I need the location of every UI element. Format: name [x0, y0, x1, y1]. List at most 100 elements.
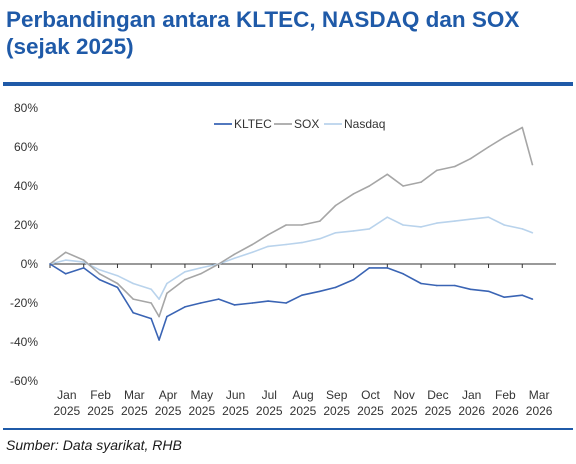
data-point-sox [386, 173, 389, 176]
data-point-nasdaq [285, 243, 287, 246]
x-tick-month: Mar [529, 388, 550, 402]
y-tick-label: 80% [14, 101, 38, 115]
x-tick-month: Oct [361, 388, 380, 402]
x-tick-month: Sep [326, 388, 348, 402]
legend: KLTEC SOX Nasdaq [214, 117, 385, 131]
data-point-kltec [301, 294, 303, 296]
data-point-kltec [267, 300, 269, 302]
data-point-nasdaq [82, 261, 85, 263]
data-point-sox [233, 253, 236, 256]
data-point-kltec [158, 339, 160, 341]
data-point-kltec [487, 290, 490, 293]
chart-title-line1: Perbandingan antara KLTEC, NASDAQ dan SO… [6, 7, 520, 32]
x-tick-year: 2025 [290, 404, 317, 418]
source-note: Sumber: Data syarikat, RHB [6, 437, 182, 453]
data-point-kltec [402, 273, 404, 275]
data-point-kltec [352, 278, 355, 281]
data-point-sox [251, 243, 254, 246]
data-point-sox [420, 181, 422, 183]
data-point-nasdaq [334, 232, 337, 234]
data-point-nasdaq [158, 298, 160, 300]
data-point-kltec [132, 312, 134, 314]
data-point-sox [98, 273, 101, 275]
data-point-nasdaq [521, 228, 524, 230]
data-point-nasdaq [503, 224, 506, 226]
data-point-nasdaq [150, 288, 152, 291]
x-tick-month: Feb [495, 388, 516, 402]
data-point-kltec [436, 284, 438, 287]
data-point-sox [521, 126, 524, 129]
data-point-sox [82, 259, 85, 261]
data-point-nasdaq [184, 271, 186, 273]
y-tick-label: -40% [10, 335, 38, 349]
x-tick-year: 2025 [256, 404, 283, 418]
x-tick-year: 2025 [391, 404, 418, 418]
data-point-kltec [98, 278, 101, 281]
data-point-kltec [503, 296, 506, 298]
x-tick-year: 2025 [222, 404, 249, 418]
footer-divider [3, 428, 573, 430]
data-point-nasdaq [199, 267, 202, 269]
data-point-nasdaq [402, 224, 404, 226]
data-point-sox [166, 292, 168, 295]
data-point-sox [132, 298, 134, 300]
data-point-kltec [454, 284, 456, 287]
data-point-nasdaq [420, 226, 422, 228]
x-tick-year: 2025 [87, 404, 114, 418]
data-point-kltec [368, 267, 371, 269]
data-point-kltec [521, 294, 524, 296]
series-line-sox [49, 126, 534, 318]
x-tick-month: Jan [462, 388, 481, 402]
data-point-kltec [285, 302, 287, 304]
x-tick-year: 2025 [357, 404, 384, 418]
data-point-nasdaq [301, 241, 303, 244]
x-tick-month: May [190, 388, 213, 402]
data-point-sox [267, 234, 269, 236]
data-point-sox [116, 282, 119, 285]
data-point-sox [402, 185, 404, 187]
data-point-kltec [217, 298, 220, 300]
chart-title-line2: (sejak 2025) [6, 34, 134, 59]
data-point-nasdaq [436, 222, 438, 224]
data-point-sox [469, 157, 472, 160]
x-tick-year: 2025 [155, 404, 182, 418]
data-point-kltec [420, 282, 422, 285]
data-point-sox [184, 278, 186, 281]
y-tick-label: 60% [14, 140, 38, 154]
data-point-nasdaq [98, 269, 101, 271]
y-tick-label: 0% [21, 257, 39, 271]
data-point-nasdaq [64, 259, 67, 261]
x-tick-year: 2026 [458, 404, 485, 418]
data-point-nasdaq [116, 274, 119, 277]
series-line-kltec [49, 263, 533, 341]
data-point-kltec [531, 298, 534, 300]
x-tick-year: 2025 [121, 404, 148, 418]
line-chart: 80% 60% 40% 20% 0% -20% -40% -60% Jan 2025 Feb 202… [10, 101, 556, 418]
x-tick-year: 2025 [323, 404, 350, 418]
data-point-nasdaq [166, 282, 168, 285]
chart-title: Perbandingan antara KLTEC, NASDAQ dan SO… [6, 6, 566, 60]
data-point-sox [454, 165, 456, 168]
y-tick-label: 20% [14, 218, 38, 232]
data-point-sox [64, 251, 67, 254]
data-point-sox [217, 263, 220, 265]
data-point-nasdaq [319, 237, 321, 240]
y-axis: 80% 60% 40% 20% 0% -20% -40% -60% [10, 101, 38, 388]
data-point-kltec [199, 302, 202, 304]
data-point-kltec [166, 315, 168, 318]
data-point-kltec [49, 263, 51, 265]
data-point-kltec [150, 317, 152, 320]
data-point-sox [503, 136, 506, 139]
data-point-nasdaq [251, 251, 254, 254]
x-axis: Jan 2025 Feb 2025 Mar 2025 Apr 2025 May 2025 Jun 20… [49, 263, 556, 418]
x-tick-month: Nov [394, 388, 415, 402]
data-point-sox [531, 163, 534, 166]
data-point-kltec [116, 286, 119, 289]
x-tick-year: 2025 [54, 404, 81, 418]
data-point-kltec [334, 286, 337, 289]
legend-label-nasdaq: Nasdaq [344, 117, 385, 131]
x-tick-year: 2025 [425, 404, 452, 418]
data-point-nasdaq [386, 216, 389, 218]
title-divider [3, 82, 573, 86]
data-point-sox [319, 220, 321, 222]
